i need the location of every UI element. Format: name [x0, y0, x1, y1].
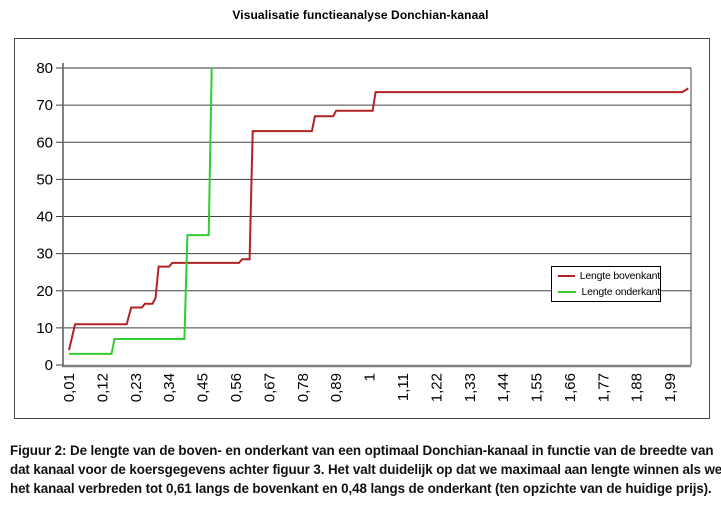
x-tick-label: 1,33	[462, 373, 479, 402]
caption-line-3: het kanaal verbreden tot 0,61 langs de b…	[10, 481, 712, 496]
x-tick-label: 0,45	[195, 373, 212, 402]
x-tick-label: 1,99	[662, 373, 679, 402]
series-line-lengte-bovenkant	[68, 87, 689, 351]
y-tick-label: 0	[45, 357, 53, 374]
x-tick-label: 0,23	[128, 373, 145, 402]
legend-item-onderkant: Lengte onderkant	[558, 286, 660, 298]
page-title: Visualisatie functieanalyse Donchian-kan…	[232, 8, 489, 22]
x-tick-label: 0,89	[328, 373, 345, 402]
x-tick-label: 0,12	[94, 373, 111, 402]
chart-legend: Lengte bovenkant Lengte onderkant	[551, 266, 661, 302]
green-line-swatch-icon	[558, 290, 577, 293]
legend-label: Lengte bovenkant	[579, 270, 660, 283]
x-tick-label: 1,22	[428, 373, 445, 402]
y-tick-label: 30	[36, 246, 53, 263]
x-tick-label: 1,66	[562, 373, 579, 402]
y-tick-label: 20	[36, 283, 53, 300]
x-tick-label: 1,44	[495, 373, 512, 402]
figure-caption: Figuur 2: De lengte van de boven- en ond…	[10, 441, 721, 498]
y-tick-label: 10	[36, 320, 53, 337]
x-tick-label: 0,56	[228, 373, 245, 402]
legend-label: Lengte onderkant	[581, 285, 660, 298]
chart-frame: 0 10 20 30 40 50 60 70 80 0,01 0,12 0,23 0,34 0,45 0,5…	[14, 38, 710, 419]
x-tick-label: 1,88	[629, 373, 646, 402]
red-line-swatch-icon	[558, 275, 575, 278]
legend-item-bovenkant: Lengte bovenkant	[558, 270, 660, 282]
x-tick-label: 1,77	[595, 373, 612, 402]
x-tick-label: 1	[362, 373, 379, 381]
y-tick-label: 40	[36, 209, 53, 226]
caption-line-2: dat kanaal voor de koersgegevens achter …	[10, 462, 721, 477]
caption-line-1: Figuur 2: De lengte van de boven- en ond…	[10, 443, 714, 458]
y-tick-label: 60	[36, 134, 53, 151]
x-tick-label: 0,34	[161, 373, 178, 402]
x-tick-label: 0,78	[295, 373, 312, 402]
y-tick-label: 70	[36, 97, 53, 114]
y-tick-label: 50	[36, 171, 53, 188]
x-tick-label: 1,11	[395, 373, 412, 401]
line-chart: 0 10 20 30 40 50 60 70 80 0,01 0,12 0,23 0,34 0,45 0,5…	[36, 60, 692, 402]
x-tick-label: 0,01	[61, 373, 78, 402]
x-tick-label: 1,55	[529, 373, 546, 402]
x-tick-label: 0,67	[261, 373, 278, 402]
y-tick-label: 80	[36, 60, 53, 77]
series-line-lengte-onderkant	[69, 67, 213, 355]
